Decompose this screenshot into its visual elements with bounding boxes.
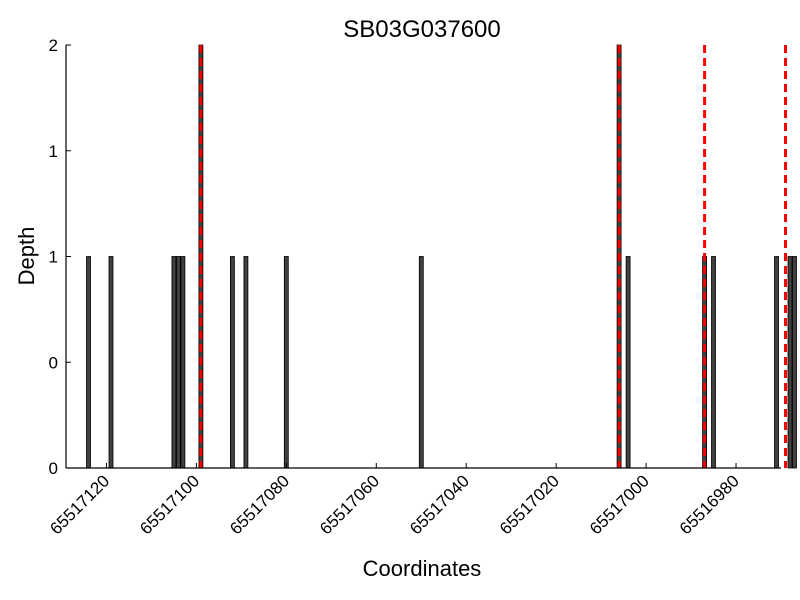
depth-bar	[86, 256, 91, 469]
depth-bar	[792, 256, 797, 469]
y-axis-label: Depth	[14, 227, 39, 286]
depth-bar	[625, 256, 631, 469]
depth-bar	[175, 256, 181, 469]
y-tick-label: 0	[49, 353, 58, 372]
depth-bar	[283, 256, 289, 469]
x-tick-label: 65517040	[406, 471, 473, 538]
x-tick-label: 65517100	[136, 471, 203, 538]
depth-bar	[108, 256, 114, 469]
x-tick-label: 65517120	[46, 471, 113, 538]
depth-bar	[774, 256, 779, 469]
chart-title: SB03G037600	[343, 16, 500, 43]
x-tick-label: 65517020	[496, 471, 563, 538]
y-tick-label: 2	[49, 36, 58, 55]
markers-layer	[199, 45, 787, 468]
x-tick-label: 65517000	[586, 471, 653, 538]
ticks: 0 0 1 1 2 65517120 65517100 65517080 65517060 655…	[46, 36, 742, 538]
x-tick-label: 65516980	[676, 471, 743, 538]
y-tick-label: 1	[49, 248, 58, 267]
depth-bar	[418, 256, 424, 469]
depth-bar	[711, 256, 716, 469]
depth-bar	[787, 256, 793, 469]
bars-layer	[86, 44, 797, 469]
depth-bar	[171, 256, 177, 469]
x-tick-label: 65517060	[316, 471, 383, 538]
x-axis-label: Coordinates	[363, 556, 482, 581]
depth-bar	[180, 256, 186, 469]
depth-bar	[243, 256, 249, 469]
x-tick-label: 65517080	[226, 471, 293, 538]
y-tick-label: 1	[49, 142, 58, 161]
depth-bar	[229, 256, 235, 469]
y-tick-label: 0	[49, 459, 58, 478]
